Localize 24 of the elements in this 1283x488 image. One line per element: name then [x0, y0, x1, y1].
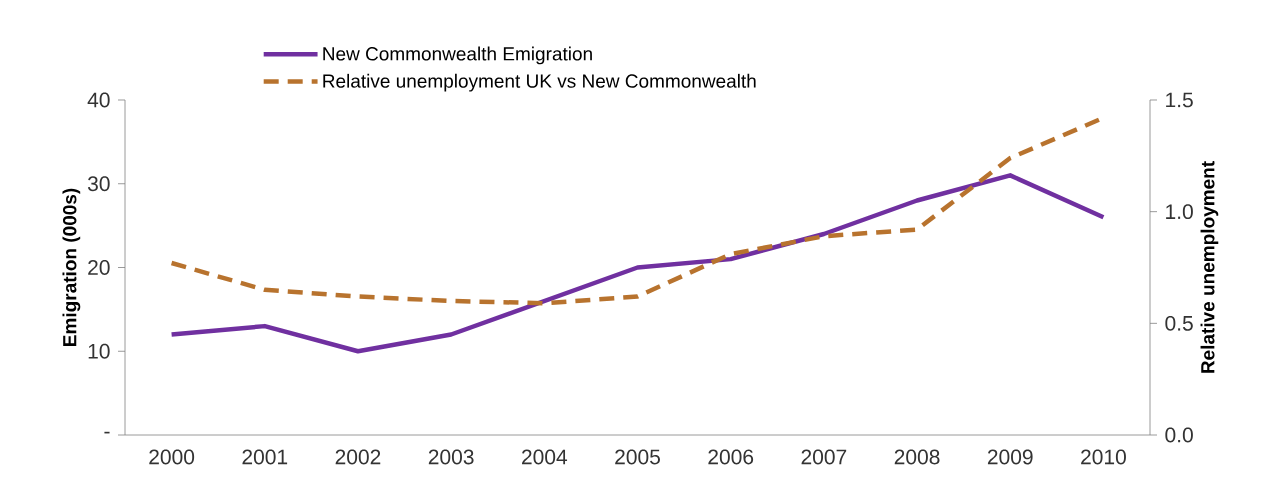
y-tick-label: 30	[87, 176, 110, 192]
x-tick-label: 2003	[428, 449, 474, 465]
x-tick-label: 2002	[335, 449, 381, 465]
legend-label: Relative unemployment UK vs New Commonwealth	[323, 73, 756, 92]
x-tick-label: 2007	[801, 449, 847, 465]
y2-tick-label: 0.0	[1165, 427, 1193, 443]
x-tick-label: 2000	[149, 449, 195, 465]
x-tick-label: 2010	[1081, 449, 1126, 465]
legend-label: New Commonwealth Emigration	[323, 46, 592, 65]
x-tick-label: 2004	[522, 449, 568, 465]
y2-tick-label: 1.5	[1166, 92, 1193, 108]
y2-tick-label: 0.5	[1165, 315, 1193, 331]
x-tick-label: 2008	[894, 449, 940, 465]
x-tick-label: 2006	[708, 449, 754, 465]
y2-axis-title: Relative unemployment	[1200, 161, 1219, 373]
x-tick-label: 2009	[987, 449, 1033, 465]
y2-tick-label: 1.0	[1166, 204, 1193, 220]
x-tick-label: 2005	[615, 449, 660, 465]
y-tick-label: 20	[88, 260, 110, 275]
y-tick-label: -	[104, 431, 110, 434]
y-tick-label: 10	[88, 343, 110, 359]
y-axis-title: Emigration (000s)	[62, 188, 81, 346]
x-tick-label: 2001	[242, 449, 288, 465]
y-tick-label: 40	[87, 92, 110, 108]
